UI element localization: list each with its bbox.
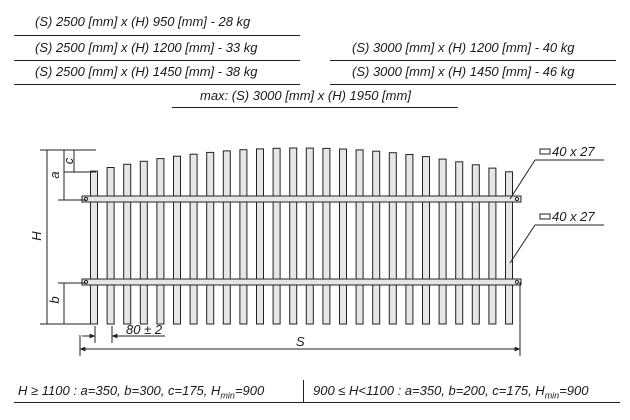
picket [206,151,215,325]
rail-screw [83,196,89,202]
picket [239,149,248,325]
rail-label-bottom: 40 x 27 [552,209,595,224]
spec-divider [330,84,616,85]
picket [355,149,364,325]
note-right-sub: min [544,390,560,401]
spec-divider [14,84,300,85]
picket [272,147,281,325]
dim-label-S: S [296,334,305,349]
rail-group [81,195,522,286]
note-right-text: 900 ≤ H<1100 : a=350, b=200, c=175, H [313,383,545,398]
rail-screw [514,279,520,285]
spec-right-1: (S) 3000 [mm] x (H) 1200 [mm] - 40 kg [352,40,575,55]
picket [471,164,480,325]
leader-bottom-rail [509,224,536,264]
picket-group [90,147,513,325]
dim-label-a: a [47,171,62,178]
picket [139,160,148,325]
picket [405,154,414,325]
rail-bottom [81,278,522,286]
picket [505,171,513,325]
note-right-suffix: =900 [559,383,589,398]
picket [173,155,181,325]
rail-label-top: 40 x 27 [552,144,595,159]
spec-divider [172,107,458,108]
spec-left-3: (S) 2500 [mm] x (H) 1450 [mm] - 38 kg [35,64,258,79]
rail-screw [514,196,520,202]
leader-top-rail [509,159,536,200]
picket [438,158,447,325]
picket [422,156,430,325]
note-left-text: H ≥ 1100 : a=350, b=300, c=175, H [18,383,221,398]
dim-label-spacing: 80 ± 2 [126,322,163,337]
spec-divider [14,60,300,61]
picket [388,152,397,325]
picket [189,153,198,325]
spec-divider [14,35,300,36]
notes-underline [14,402,620,403]
spec-left-2: (S) 2500 [mm] x (H) 1200 [mm] - 33 kg [35,40,258,55]
note-separator [303,380,304,402]
picket [289,147,298,325]
profile-symbol-bottom [539,213,551,220]
spec-divider [330,60,616,61]
note-left: H ≥ 1100 : a=350, b=300, c=175, Hmin=900 [18,383,264,404]
dim-label-b: b [47,296,62,303]
spec-max: max: (S) 3000 [mm] x (H) 1950 [mm] [200,88,411,103]
picket [455,161,464,325]
spec-left-1: (S) 2500 [mm] x (H) 950 [mm] - 28 kg [35,14,251,29]
picket [372,150,381,325]
spec-right-2: (S) 3000 [mm] x (H) 1450 [mm] - 46 kg [352,64,575,79]
dim-label-H: H [29,231,44,241]
picket [222,150,231,325]
note-right: 900 ≤ H<1100 : a=350, b=200, c=175, Hmin… [313,383,589,404]
picket [156,158,165,325]
picket [106,167,115,325]
picket [322,147,331,325]
picket [123,163,132,325]
rail-top [81,195,522,203]
dimension-group [40,148,604,356]
note-left-sub: min [220,390,235,401]
picket [305,147,314,325]
dim-label-c: c [61,157,76,164]
note-left-suffix: =900 [234,383,265,398]
picket [488,167,497,325]
picket [256,148,264,325]
picket [339,148,347,325]
rail-screw [83,279,89,285]
profile-symbol-top [539,148,551,155]
picket [90,170,98,325]
